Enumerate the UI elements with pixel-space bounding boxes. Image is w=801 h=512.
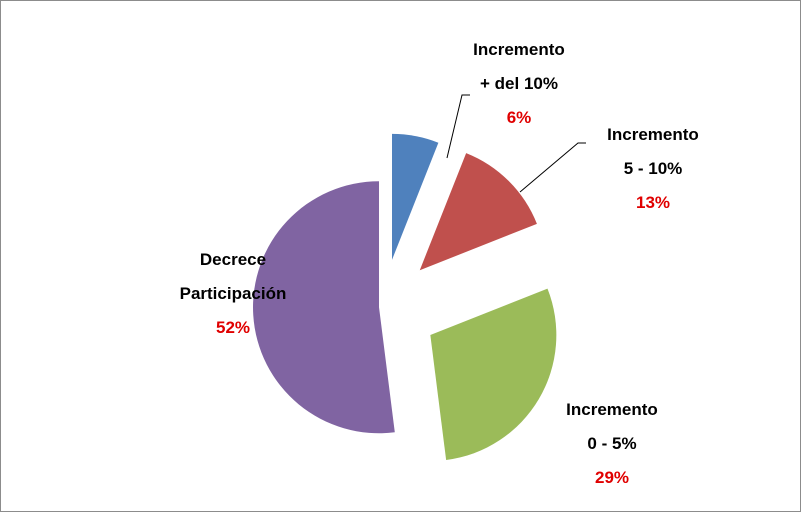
pie-slice — [253, 181, 395, 434]
value-label: 6% — [506, 108, 532, 127]
category-label: Incremento 5 - 10% — [607, 125, 699, 178]
category-label: Incremento 0 - 5% — [566, 400, 658, 453]
slice-label: Decrece Participación 52% — [143, 243, 323, 345]
slice-label: Incremento 5 - 10% 13% — [563, 118, 743, 220]
pie-slice — [430, 288, 557, 461]
leader-line — [446, 94, 470, 159]
category-label: Decrece Participación — [179, 250, 287, 303]
slice-label: Incremento + del 10% 6% — [429, 33, 609, 135]
value-label: 13% — [635, 193, 671, 212]
leader-line — [519, 142, 586, 193]
value-label: 52% — [215, 318, 251, 337]
value-label: 29% — [594, 468, 630, 487]
pie-slice — [391, 133, 439, 260]
category-label: Incremento + del 10% — [473, 40, 565, 93]
slice-label: Incremento 0 - 5% 29% — [522, 393, 702, 495]
pie-slice — [419, 153, 537, 271]
